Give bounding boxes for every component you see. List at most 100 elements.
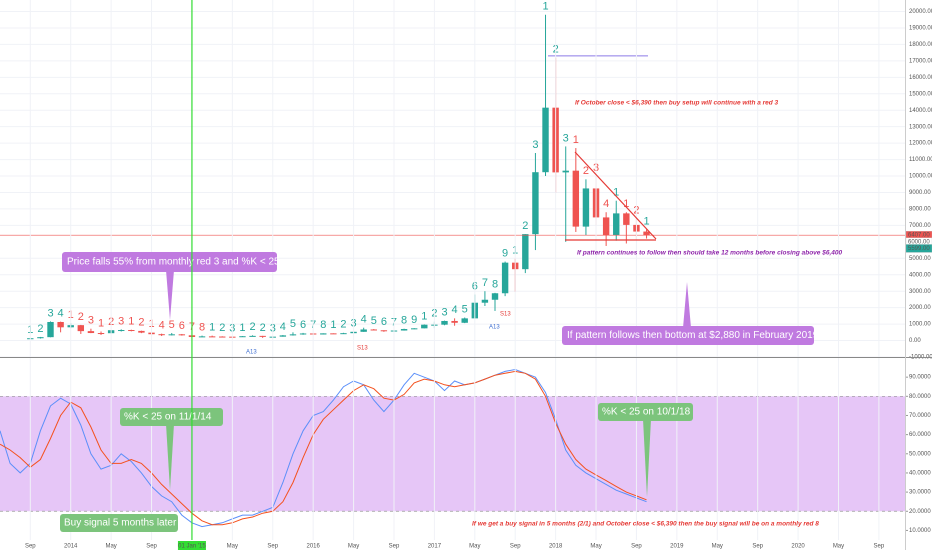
td-count: 1 bbox=[573, 134, 579, 146]
x-tick-label: 2014 bbox=[64, 544, 78, 550]
x-tick-label: 2020 bbox=[791, 544, 805, 550]
candle-body bbox=[380, 330, 388, 332]
x-tick-label: 2018 bbox=[549, 544, 563, 550]
candle-body bbox=[259, 335, 266, 337]
y-tick-label: 13000.00 bbox=[909, 124, 932, 130]
x-tick-label: May bbox=[105, 544, 116, 550]
td-count: 2 bbox=[37, 323, 43, 335]
callout-box bbox=[62, 252, 277, 272]
td-count: 5 bbox=[169, 319, 175, 331]
y-tick-label: 80.0000 bbox=[909, 394, 931, 400]
td-count: 2 bbox=[260, 322, 266, 334]
x-tick-label: Sep bbox=[25, 544, 36, 550]
candle-body bbox=[522, 234, 529, 270]
candle-body bbox=[400, 329, 408, 331]
annotation: %K < 25 on 11/1/14 bbox=[124, 412, 212, 423]
y-tick-label: 17000.00 bbox=[909, 58, 932, 64]
candle-body bbox=[623, 213, 630, 225]
candle-body bbox=[97, 333, 105, 335]
candle-body bbox=[279, 335, 287, 337]
td-count: 1 bbox=[623, 198, 629, 210]
td-count: 1 bbox=[239, 322, 245, 334]
y-tick-label: 18000.00 bbox=[909, 42, 932, 48]
td-count: 1 bbox=[421, 310, 427, 322]
candle-body bbox=[481, 299, 489, 303]
y-tick-label: 30.0000 bbox=[909, 490, 931, 496]
candle-body bbox=[501, 262, 509, 294]
candle-body bbox=[299, 333, 307, 335]
marker-label: S13 bbox=[357, 346, 368, 352]
td-count: 1 bbox=[643, 215, 649, 227]
price-tag-label: 6000.00 bbox=[908, 239, 930, 245]
annotation: If we get a buy signal in 5 months (2/1)… bbox=[472, 521, 819, 528]
y-tick-label: 9000.00 bbox=[909, 190, 931, 196]
x-tick-label: Sep bbox=[510, 544, 521, 550]
x-tick-label: Sep bbox=[752, 544, 763, 550]
callout-pointer bbox=[166, 270, 174, 320]
candle-body bbox=[320, 333, 327, 335]
marker-label: A13 bbox=[489, 325, 500, 331]
x-tick-label: Sep bbox=[874, 544, 885, 550]
annotation: If October close < $6,390 then buy setup… bbox=[575, 100, 779, 107]
x-tick-label: 2017 bbox=[428, 544, 442, 550]
td-count: 5 bbox=[290, 318, 296, 330]
callout-box bbox=[120, 408, 223, 426]
td-count: 6 bbox=[381, 316, 387, 328]
candle-body bbox=[370, 329, 377, 331]
td-count: 2 bbox=[583, 165, 589, 177]
annotation: If pattern follows then bottom at $2,880… bbox=[567, 330, 819, 341]
candle-body bbox=[441, 320, 448, 325]
td-count: 8 bbox=[199, 322, 205, 334]
candle-body bbox=[77, 325, 85, 332]
candle-body bbox=[168, 334, 175, 336]
y-tick-label: 0.00 bbox=[909, 338, 921, 344]
series-line bbox=[0, 370, 647, 526]
candle-body bbox=[491, 293, 499, 300]
td-count: 9 bbox=[502, 247, 508, 259]
x-tick-label: May bbox=[227, 544, 238, 550]
td-count: 2 bbox=[249, 321, 255, 333]
td-count: 2 bbox=[78, 311, 84, 323]
annotation: If pattern continues to follow then shou… bbox=[577, 250, 842, 257]
candle-body bbox=[532, 172, 539, 235]
callout-pointer bbox=[166, 424, 174, 490]
candle-body bbox=[643, 231, 650, 236]
td-count: 2 bbox=[138, 317, 144, 329]
y-tick-label: 10.0000 bbox=[909, 528, 931, 534]
price-tag-label: 5599.00 bbox=[908, 246, 930, 252]
candle-body bbox=[47, 321, 54, 338]
candle-body bbox=[57, 321, 64, 328]
td-count: 7 bbox=[482, 277, 488, 289]
td-count: 8 bbox=[492, 279, 498, 291]
y-tick-label: 16000.00 bbox=[909, 75, 932, 81]
x-tick-label: May bbox=[833, 544, 844, 550]
td-count: 3 bbox=[563, 132, 569, 144]
y-tick-label: 90.0000 bbox=[909, 375, 931, 381]
callout-box bbox=[562, 326, 814, 345]
td-count: 6 bbox=[179, 320, 185, 332]
y-tick-label: 7000.00 bbox=[909, 223, 931, 229]
candle-body bbox=[87, 331, 95, 334]
price-tag-label: 6407.00 bbox=[908, 233, 930, 239]
td-count: 2 bbox=[340, 319, 346, 331]
td-count: 3 bbox=[118, 315, 124, 327]
y-tick-label: 11000.00 bbox=[909, 157, 932, 163]
x-tick-label: Sep bbox=[631, 544, 642, 550]
y-tick-label: 4000.00 bbox=[909, 272, 931, 278]
td-count: 6 bbox=[300, 319, 306, 331]
cursor-tag bbox=[177, 541, 206, 550]
candle-body bbox=[118, 330, 125, 332]
y-tick-label: 60.0000 bbox=[909, 432, 931, 438]
x-tick-label: May bbox=[469, 544, 480, 550]
candle-body bbox=[198, 336, 206, 338]
td-count: 5 bbox=[462, 303, 468, 315]
y-tick-label: 14000.00 bbox=[909, 108, 932, 114]
y-tick-label: 19000.00 bbox=[909, 26, 932, 32]
y-tick-label: 5000.00 bbox=[909, 256, 931, 262]
cursor-label: 01 Jan '15 bbox=[178, 544, 206, 550]
td-count: 3 bbox=[532, 139, 538, 151]
candle-body bbox=[542, 107, 549, 173]
y-tick-label: 70.0000 bbox=[909, 413, 931, 419]
